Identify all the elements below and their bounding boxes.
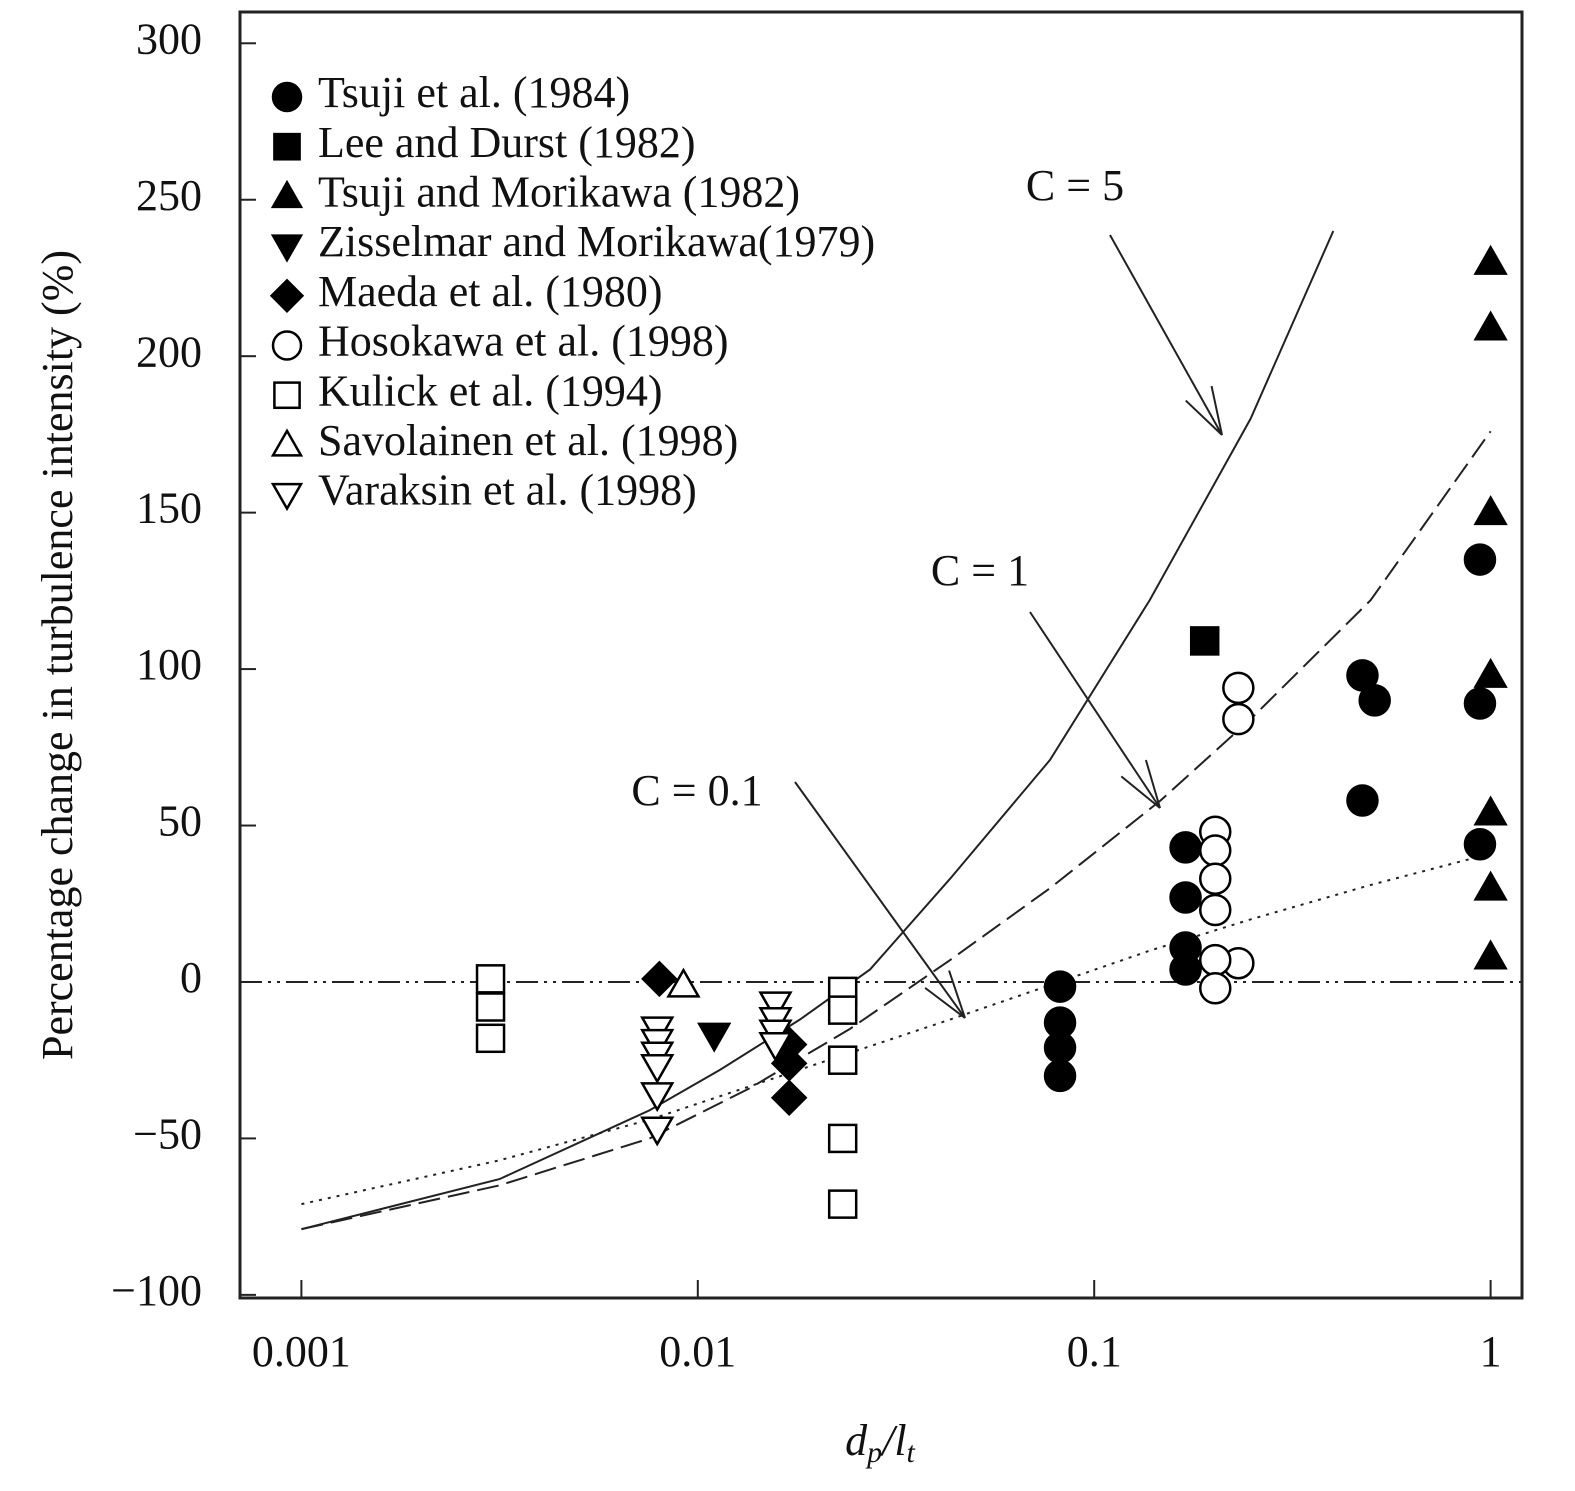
data-point [1346, 784, 1379, 817]
data-point [475, 992, 506, 1022]
data-point [1463, 687, 1497, 720]
x-tick-label: 0.01 [659, 1327, 736, 1376]
data-point [475, 964, 506, 994]
legend-marker [271, 81, 303, 113]
data-point [1199, 893, 1232, 927]
x-tick-label: 0.1 [1067, 1327, 1122, 1376]
arrow-head [1120, 775, 1161, 809]
y-tick-label: 200 [136, 327, 202, 376]
y-tick-label: 250 [136, 171, 202, 220]
data-point [1043, 1059, 1077, 1093]
data-point [758, 991, 793, 1022]
data-point [1473, 244, 1508, 275]
data-point [1043, 1031, 1077, 1064]
legend-marker [269, 278, 305, 313]
y-tick-label: −100 [111, 1266, 202, 1315]
data-point [827, 995, 858, 1025]
legend-label: Kulick et al. (1994) [318, 366, 663, 415]
data-point [770, 1079, 808, 1117]
plot-frame [238, 10, 1524, 1300]
data-point [640, 1082, 675, 1113]
data-point [1222, 671, 1255, 705]
data-point [1043, 970, 1077, 1003]
annotation-arrow [1109, 234, 1223, 436]
x-label-subscript: p [865, 1436, 882, 1469]
legend-label: Savolainen et al. (1998) [318, 416, 738, 465]
legend-label: Zisselmar and Morikawa(1979) [318, 217, 875, 266]
data-point [640, 1116, 675, 1147]
annotation-arrow [794, 781, 966, 1019]
data-point [1473, 795, 1508, 826]
data-point [1199, 834, 1232, 867]
x-label-part: /l [879, 1416, 906, 1465]
arrow-head [1144, 759, 1161, 809]
legend-marker [273, 381, 301, 410]
arrow-head [924, 987, 966, 1019]
y-tick-label: 100 [136, 640, 202, 689]
data-point [827, 1189, 858, 1219]
data-point [1473, 939, 1508, 970]
x-tick-label: 0.001 [252, 1327, 351, 1376]
y-tick-label: 0 [180, 953, 202, 1002]
annotation-arrow [1029, 611, 1161, 809]
data-point [1169, 881, 1202, 914]
data-point [1473, 870, 1508, 901]
data-point [1222, 702, 1255, 736]
y-axis-label: Percentage change in turbulence intensit… [33, 250, 82, 1060]
data-point [1199, 971, 1232, 1005]
legend-marker [270, 179, 304, 209]
legend-marker [270, 482, 304, 512]
legend-marker [273, 132, 301, 161]
x-label-subscript: t [907, 1436, 916, 1469]
x-label-part: d [845, 1416, 868, 1465]
legend-marker [270, 234, 304, 263]
curve-label: C = 5 [1026, 161, 1124, 210]
data-point [1169, 953, 1202, 986]
data-point [666, 967, 701, 998]
data-point [640, 1053, 675, 1084]
data-point [758, 1032, 793, 1063]
data-point [827, 1123, 858, 1154]
x-axis-label: dp/lt [845, 1416, 915, 1469]
y-tick-label: 50 [158, 797, 202, 846]
data-point [827, 1045, 858, 1075]
data-point [641, 960, 678, 998]
data-point [1169, 831, 1202, 864]
data-point [1199, 943, 1232, 977]
data-point [1473, 657, 1508, 688]
data-point [475, 1023, 506, 1054]
legend-label: Hosokawa et al. (1998) [318, 317, 729, 366]
x-tick-label: 1 [1480, 1327, 1502, 1376]
legend-label: Tsuji et al. (1984) [318, 68, 630, 117]
data-point [1358, 684, 1391, 717]
legend-label: Lee and Durst (1982) [318, 118, 696, 167]
arrow-head [1185, 399, 1223, 436]
y-tick-label: 300 [136, 14, 202, 63]
legend-label: Tsuji and Morikawa (1982) [318, 167, 800, 216]
legend-label: Varaksin et al. (1998) [318, 466, 697, 515]
curve-label: C = 0.1 [631, 766, 762, 815]
arrow-head [1210, 385, 1223, 436]
legend-marker [270, 428, 304, 457]
data-point [697, 1022, 732, 1053]
curve-label: C = 1 [931, 546, 1029, 595]
data-point [1463, 828, 1497, 861]
legend-label: Maeda et al. (1980) [318, 267, 663, 316]
y-tick-label: 150 [136, 484, 202, 533]
data-point [1199, 862, 1232, 895]
data-point [1473, 495, 1508, 526]
model-curve [301, 430, 1492, 1231]
data-point [1473, 310, 1508, 341]
arrow-head [948, 970, 966, 1019]
data-point [1189, 626, 1220, 656]
data-point [1463, 543, 1497, 576]
legend-marker [271, 330, 303, 361]
model-curve [301, 852, 1491, 1206]
y-tick-label: −50 [133, 1110, 202, 1159]
